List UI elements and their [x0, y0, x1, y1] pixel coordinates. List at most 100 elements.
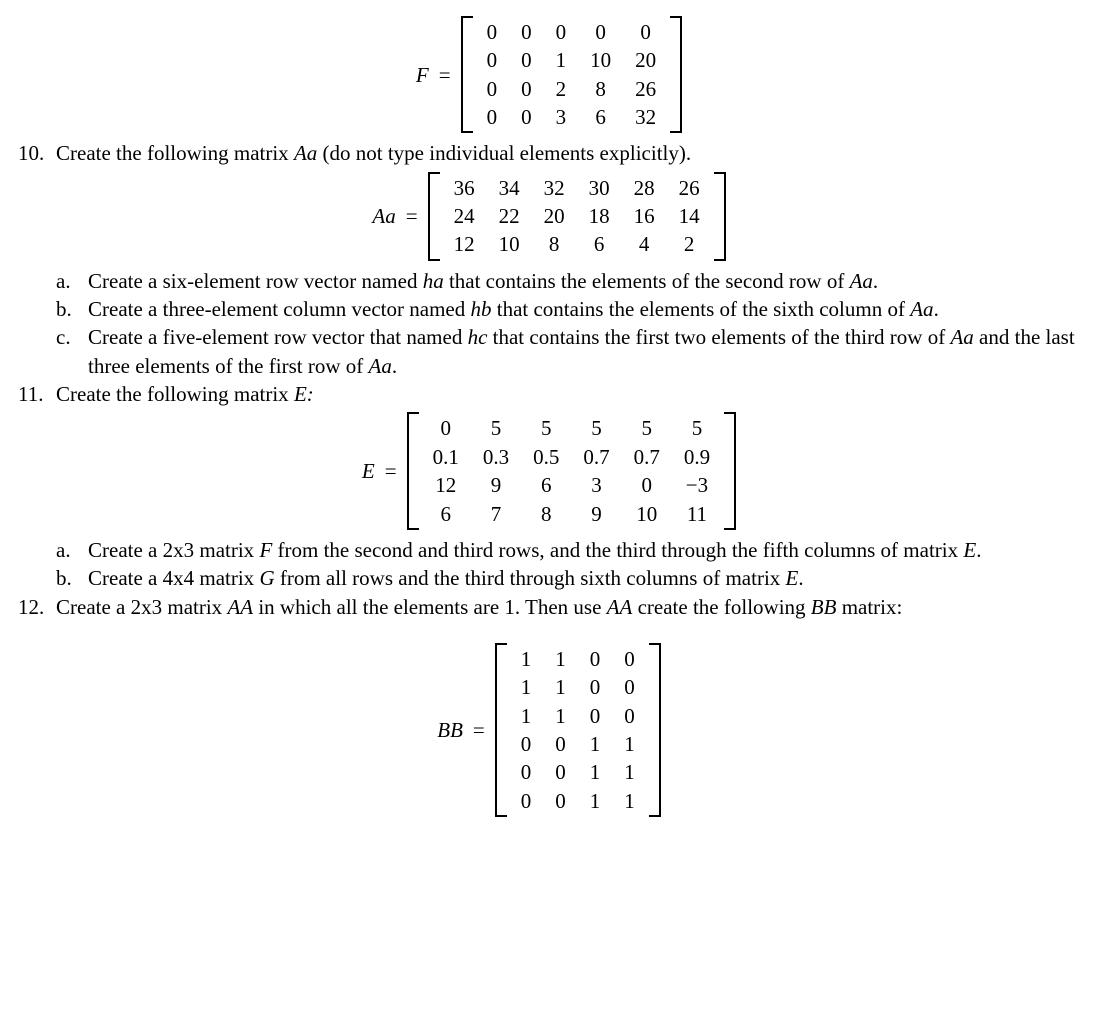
- matrix-cell: 0.5: [521, 443, 571, 471]
- matrix-cell: 26: [667, 174, 712, 202]
- sub-body: Create a 2x3 matrix F from the second an…: [88, 536, 1080, 564]
- matrix-cell: 9: [571, 500, 621, 528]
- matrix-cell: 28: [622, 174, 667, 202]
- matrix-cell: 5: [521, 414, 571, 442]
- equals-sign: =: [439, 61, 451, 89]
- matrix-bb: 110011001100001100110011: [495, 643, 661, 817]
- matrix-cell: 6: [578, 103, 623, 131]
- question-body: Create the following matrix E:: [56, 380, 1080, 408]
- sub-letter: b.: [56, 564, 88, 592]
- matrix-cell: 16: [622, 202, 667, 230]
- matrix-cell: 1: [578, 730, 613, 758]
- matrix-cell: 0: [578, 645, 613, 673]
- matrix-cell: 1: [612, 787, 647, 815]
- matrix-cell: 5: [622, 414, 672, 442]
- matrix-cell: 11: [672, 500, 722, 528]
- matrix-cell: 0: [578, 702, 613, 730]
- question-12: 12. Create a 2x3 matrix AA in which all …: [18, 593, 1080, 621]
- sub-body: Create a 4x4 matrix G from all rows and …: [88, 564, 1080, 592]
- matrix-cell: 0: [612, 673, 647, 701]
- matrix-cell: 0: [509, 730, 544, 758]
- sub-body: Create a three-element column vector nam…: [88, 295, 1080, 323]
- matrix-cell: 2: [667, 230, 712, 258]
- matrix-f-label: F: [416, 61, 429, 89]
- sub-body: Create a five-element row vector that na…: [88, 323, 1080, 380]
- matrix-cell: 32: [623, 103, 668, 131]
- matrix-cell: 20: [623, 46, 668, 74]
- matrix-cell: 0: [612, 702, 647, 730]
- matrix-cell: 6: [577, 230, 622, 258]
- matrix-cell: 0: [509, 75, 544, 103]
- question-10a: a. Create a six-element row vector named…: [56, 267, 1080, 295]
- matrix-cell: −3: [672, 471, 722, 499]
- question-number: 12.: [18, 593, 56, 621]
- matrix-cell: 0: [475, 46, 510, 74]
- equals-sign: =: [473, 716, 485, 744]
- matrix-cell: 8: [532, 230, 577, 258]
- matrix-cell: 0: [578, 18, 623, 46]
- matrix-cell: 18: [577, 202, 622, 230]
- sub-letter: a.: [56, 536, 88, 564]
- equals-sign: =: [406, 202, 418, 230]
- matrix-cell: 0: [509, 787, 544, 815]
- matrix-cell: 0: [509, 758, 544, 786]
- matrix-cell: 1: [543, 702, 578, 730]
- matrix-cell: 1: [509, 702, 544, 730]
- matrix-cell: 10: [578, 46, 623, 74]
- matrix-cell: 1: [543, 673, 578, 701]
- matrix-e-block: E = 0555550.10.30.50.70.70.9129630−36789…: [18, 412, 1080, 529]
- matrix-cell: 10: [622, 500, 672, 528]
- matrix-cell: 1: [578, 758, 613, 786]
- matrix-cell: 8: [521, 500, 571, 528]
- matrix-cell: 0.1: [421, 443, 471, 471]
- sub-letter: b.: [56, 295, 88, 323]
- matrix-cell: 8: [578, 75, 623, 103]
- matrix-cell: 5: [471, 414, 521, 442]
- matrix-cell: 0: [623, 18, 668, 46]
- matrix-cell: 0.7: [622, 443, 672, 471]
- matrix-bb-block: BB = 110011001100001100110011: [18, 643, 1080, 817]
- matrix-cell: 0: [612, 645, 647, 673]
- question-number: 10.: [18, 139, 56, 167]
- matrix-cell: 1: [543, 645, 578, 673]
- matrix-cell: 3: [571, 471, 621, 499]
- matrix-cell: 20: [532, 202, 577, 230]
- matrix-cell: 3: [544, 103, 579, 131]
- matrix-cell: 34: [487, 174, 532, 202]
- matrix-cell: 24: [442, 202, 487, 230]
- matrix-cell: 10: [487, 230, 532, 258]
- matrix-cell: 0: [622, 471, 672, 499]
- question-body: Create a 2x3 matrix AA in which all the …: [56, 593, 1080, 621]
- matrix-cell: 32: [532, 174, 577, 202]
- matrix-e: 0555550.10.30.50.70.70.9129630−367891011: [407, 412, 737, 529]
- question-10c: c. Create a five-element row vector that…: [56, 323, 1080, 380]
- matrix-cell: 1: [612, 758, 647, 786]
- matrix-cell: 5: [571, 414, 621, 442]
- question-10b: b. Create a three-element column vector …: [56, 295, 1080, 323]
- matrix-f-block: F = 000000011020002826003632: [18, 16, 1080, 133]
- matrix-cell: 4: [622, 230, 667, 258]
- matrix-e-label: E: [362, 457, 375, 485]
- matrix-cell: 0: [543, 758, 578, 786]
- question-10: 10. Create the following matrix Aa (do n…: [18, 139, 1080, 167]
- matrix-cell: 0: [544, 18, 579, 46]
- matrix-aa-label: Aa: [372, 202, 395, 230]
- matrix-cell: 0: [578, 673, 613, 701]
- question-11b: b. Create a 4x4 matrix G from all rows a…: [56, 564, 1080, 592]
- question-body: Create the following matrix Aa (do not t…: [56, 139, 1080, 167]
- matrix-bb-label: BB: [437, 716, 463, 744]
- matrix-cell: 1: [509, 673, 544, 701]
- matrix-cell: 1: [509, 645, 544, 673]
- matrix-cell: 0: [509, 18, 544, 46]
- matrix-cell: 0.7: [571, 443, 621, 471]
- matrix-cell: 1: [578, 787, 613, 815]
- matrix-cell: 22: [487, 202, 532, 230]
- matrix-cell: 6: [421, 500, 471, 528]
- matrix-cell: 0: [475, 103, 510, 131]
- matrix-cell: 0: [475, 75, 510, 103]
- matrix-cell: 0.3: [471, 443, 521, 471]
- matrix-cell: 12: [442, 230, 487, 258]
- matrix-cell: 0: [509, 46, 544, 74]
- matrix-cell: 2: [544, 75, 579, 103]
- matrix-cell: 7: [471, 500, 521, 528]
